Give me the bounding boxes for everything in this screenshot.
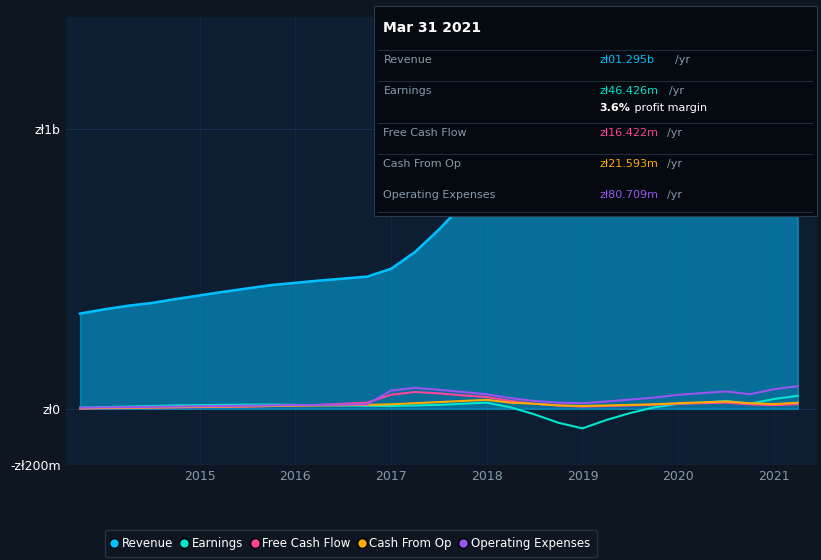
Text: /yr: /yr xyxy=(675,55,690,66)
Text: Operating Expenses: Operating Expenses xyxy=(383,190,496,200)
Text: zł80.709m: zł80.709m xyxy=(599,190,658,200)
Text: Cash From Op: Cash From Op xyxy=(383,159,461,169)
Text: /yr: /yr xyxy=(667,190,681,200)
Text: /yr: /yr xyxy=(669,86,684,96)
Text: zł46.426m: zł46.426m xyxy=(599,86,658,96)
Text: profit margin: profit margin xyxy=(631,103,707,113)
Text: Mar 31 2021: Mar 31 2021 xyxy=(383,21,482,35)
Text: zł16.422m: zł16.422m xyxy=(599,128,658,138)
Text: Revenue: Revenue xyxy=(383,55,432,66)
Text: Earnings: Earnings xyxy=(383,86,432,96)
Legend: Revenue, Earnings, Free Cash Flow, Cash From Op, Operating Expenses: Revenue, Earnings, Free Cash Flow, Cash … xyxy=(105,530,597,557)
Text: /yr: /yr xyxy=(667,128,681,138)
Text: zł21.593m: zł21.593m xyxy=(599,159,658,169)
Text: 3.6%: 3.6% xyxy=(599,103,631,113)
Text: /yr: /yr xyxy=(667,159,681,169)
Text: zł01.295b: zł01.295b xyxy=(599,55,654,66)
Text: Free Cash Flow: Free Cash Flow xyxy=(383,128,467,138)
